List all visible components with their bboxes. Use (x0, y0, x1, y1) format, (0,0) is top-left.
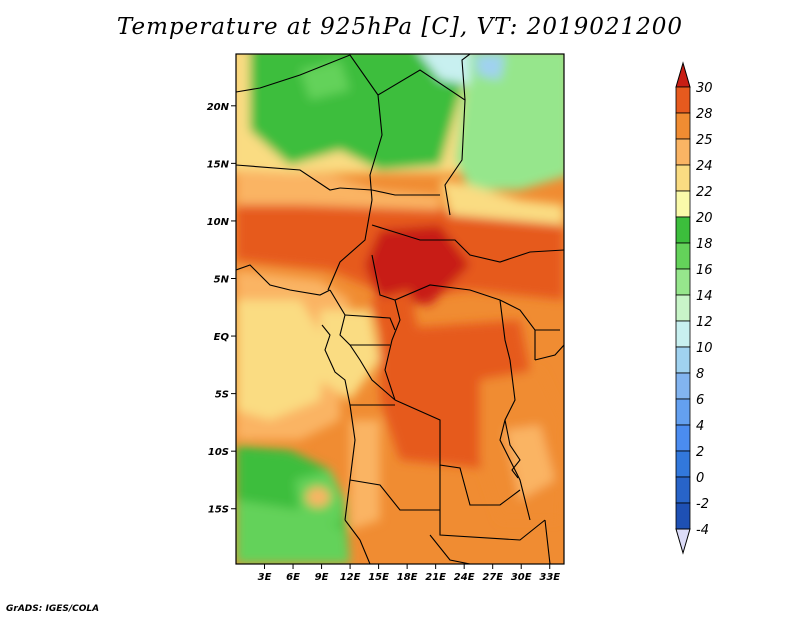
colorbar-swatch (675, 268, 691, 296)
lon-tick-label: 30E (511, 572, 532, 583)
colorbar-swatch (675, 424, 691, 452)
colorbar-swatch (675, 502, 691, 530)
colorbar-swatch (675, 450, 691, 478)
colorbar-arrow-low (675, 528, 691, 555)
lat-tick-label: 15S (208, 505, 229, 516)
colorbar-level-label: 25 (696, 133, 713, 148)
credit-label: GrADS: IGES/COLA (6, 604, 100, 614)
lon-tick-label: 24E (454, 572, 475, 583)
colorbar-level-label: 22 (696, 185, 713, 200)
colorbar-level-label: 14 (696, 289, 713, 304)
lon-tick-label: 3E (258, 572, 272, 583)
map-frame (235, 53, 565, 565)
lat-tick-label: 10S (208, 447, 229, 458)
colorbar-level-label: 2 (696, 445, 704, 460)
lon-tick-label: 9E (315, 572, 329, 583)
lat-tick-label: 5N (214, 274, 230, 285)
colorbar-swatch (675, 112, 691, 140)
colorbar-swatch (675, 216, 691, 244)
colorbar-swatch (675, 398, 691, 426)
lat-tick-label: 5S (215, 390, 229, 401)
lon-tick-label: 33E (539, 572, 560, 583)
colorbar-level-label: 0 (696, 471, 704, 486)
colorbar-swatch (675, 476, 691, 504)
colorbar-level-label: 28 (696, 107, 713, 122)
colorbar-level-label: -2 (696, 497, 709, 512)
colorbar-swatch (675, 190, 691, 218)
colorbar-swatch (675, 138, 691, 166)
colorbar-level-label: 20 (696, 211, 713, 226)
map-title: Temperature at 925hPa [C], VT: 201902120… (116, 14, 684, 40)
colorbar-swatch (675, 242, 691, 270)
country-borders (236, 54, 564, 564)
colorbar-level-label: 16 (696, 263, 713, 278)
lat-tick-label: 15N (207, 159, 230, 170)
latitude-axis: 20N 15N 10N 5N EQ 5S 10S 15S (207, 102, 236, 516)
colorbar-level-label: 12 (696, 315, 713, 330)
lon-tick-label: 21E (425, 572, 446, 583)
colorbar-level-label: 6 (696, 393, 704, 408)
colorbar-swatch (675, 346, 691, 374)
lon-tick-label: 12E (340, 572, 361, 583)
colorbar-level-label: 8 (696, 367, 704, 382)
colorbar-level-label: -4 (696, 523, 709, 538)
colorbar-swatch (675, 294, 691, 322)
lat-tick-label: EQ (214, 332, 230, 343)
temperature-field (236, 54, 564, 564)
longitude-axis: 3E 6E 9E 12E 15E 18E 21E 24E 27E 30E 33E (258, 564, 560, 583)
colorbar-level-label: 4 (696, 419, 704, 434)
colorbar-swatch (675, 320, 691, 348)
colorbar-level-label: 18 (696, 237, 713, 252)
colorbar-swatch (675, 164, 691, 192)
colorbar-arrow-high (675, 61, 691, 88)
colorbar-level-label: 24 (696, 159, 713, 174)
lon-tick-label: 27E (482, 572, 503, 583)
lon-tick-label: 15E (368, 572, 389, 583)
colorbar-level-label: 30 (696, 81, 713, 96)
lat-tick-label: 20N (207, 102, 230, 113)
lon-tick-label: 6E (286, 572, 300, 583)
colorbar-swatch (675, 86, 691, 114)
lon-tick-label: 18E (397, 572, 418, 583)
colorbar-swatch (675, 372, 691, 400)
lat-tick-label: 10N (207, 217, 230, 228)
colorbar-level-label: 10 (696, 341, 713, 356)
